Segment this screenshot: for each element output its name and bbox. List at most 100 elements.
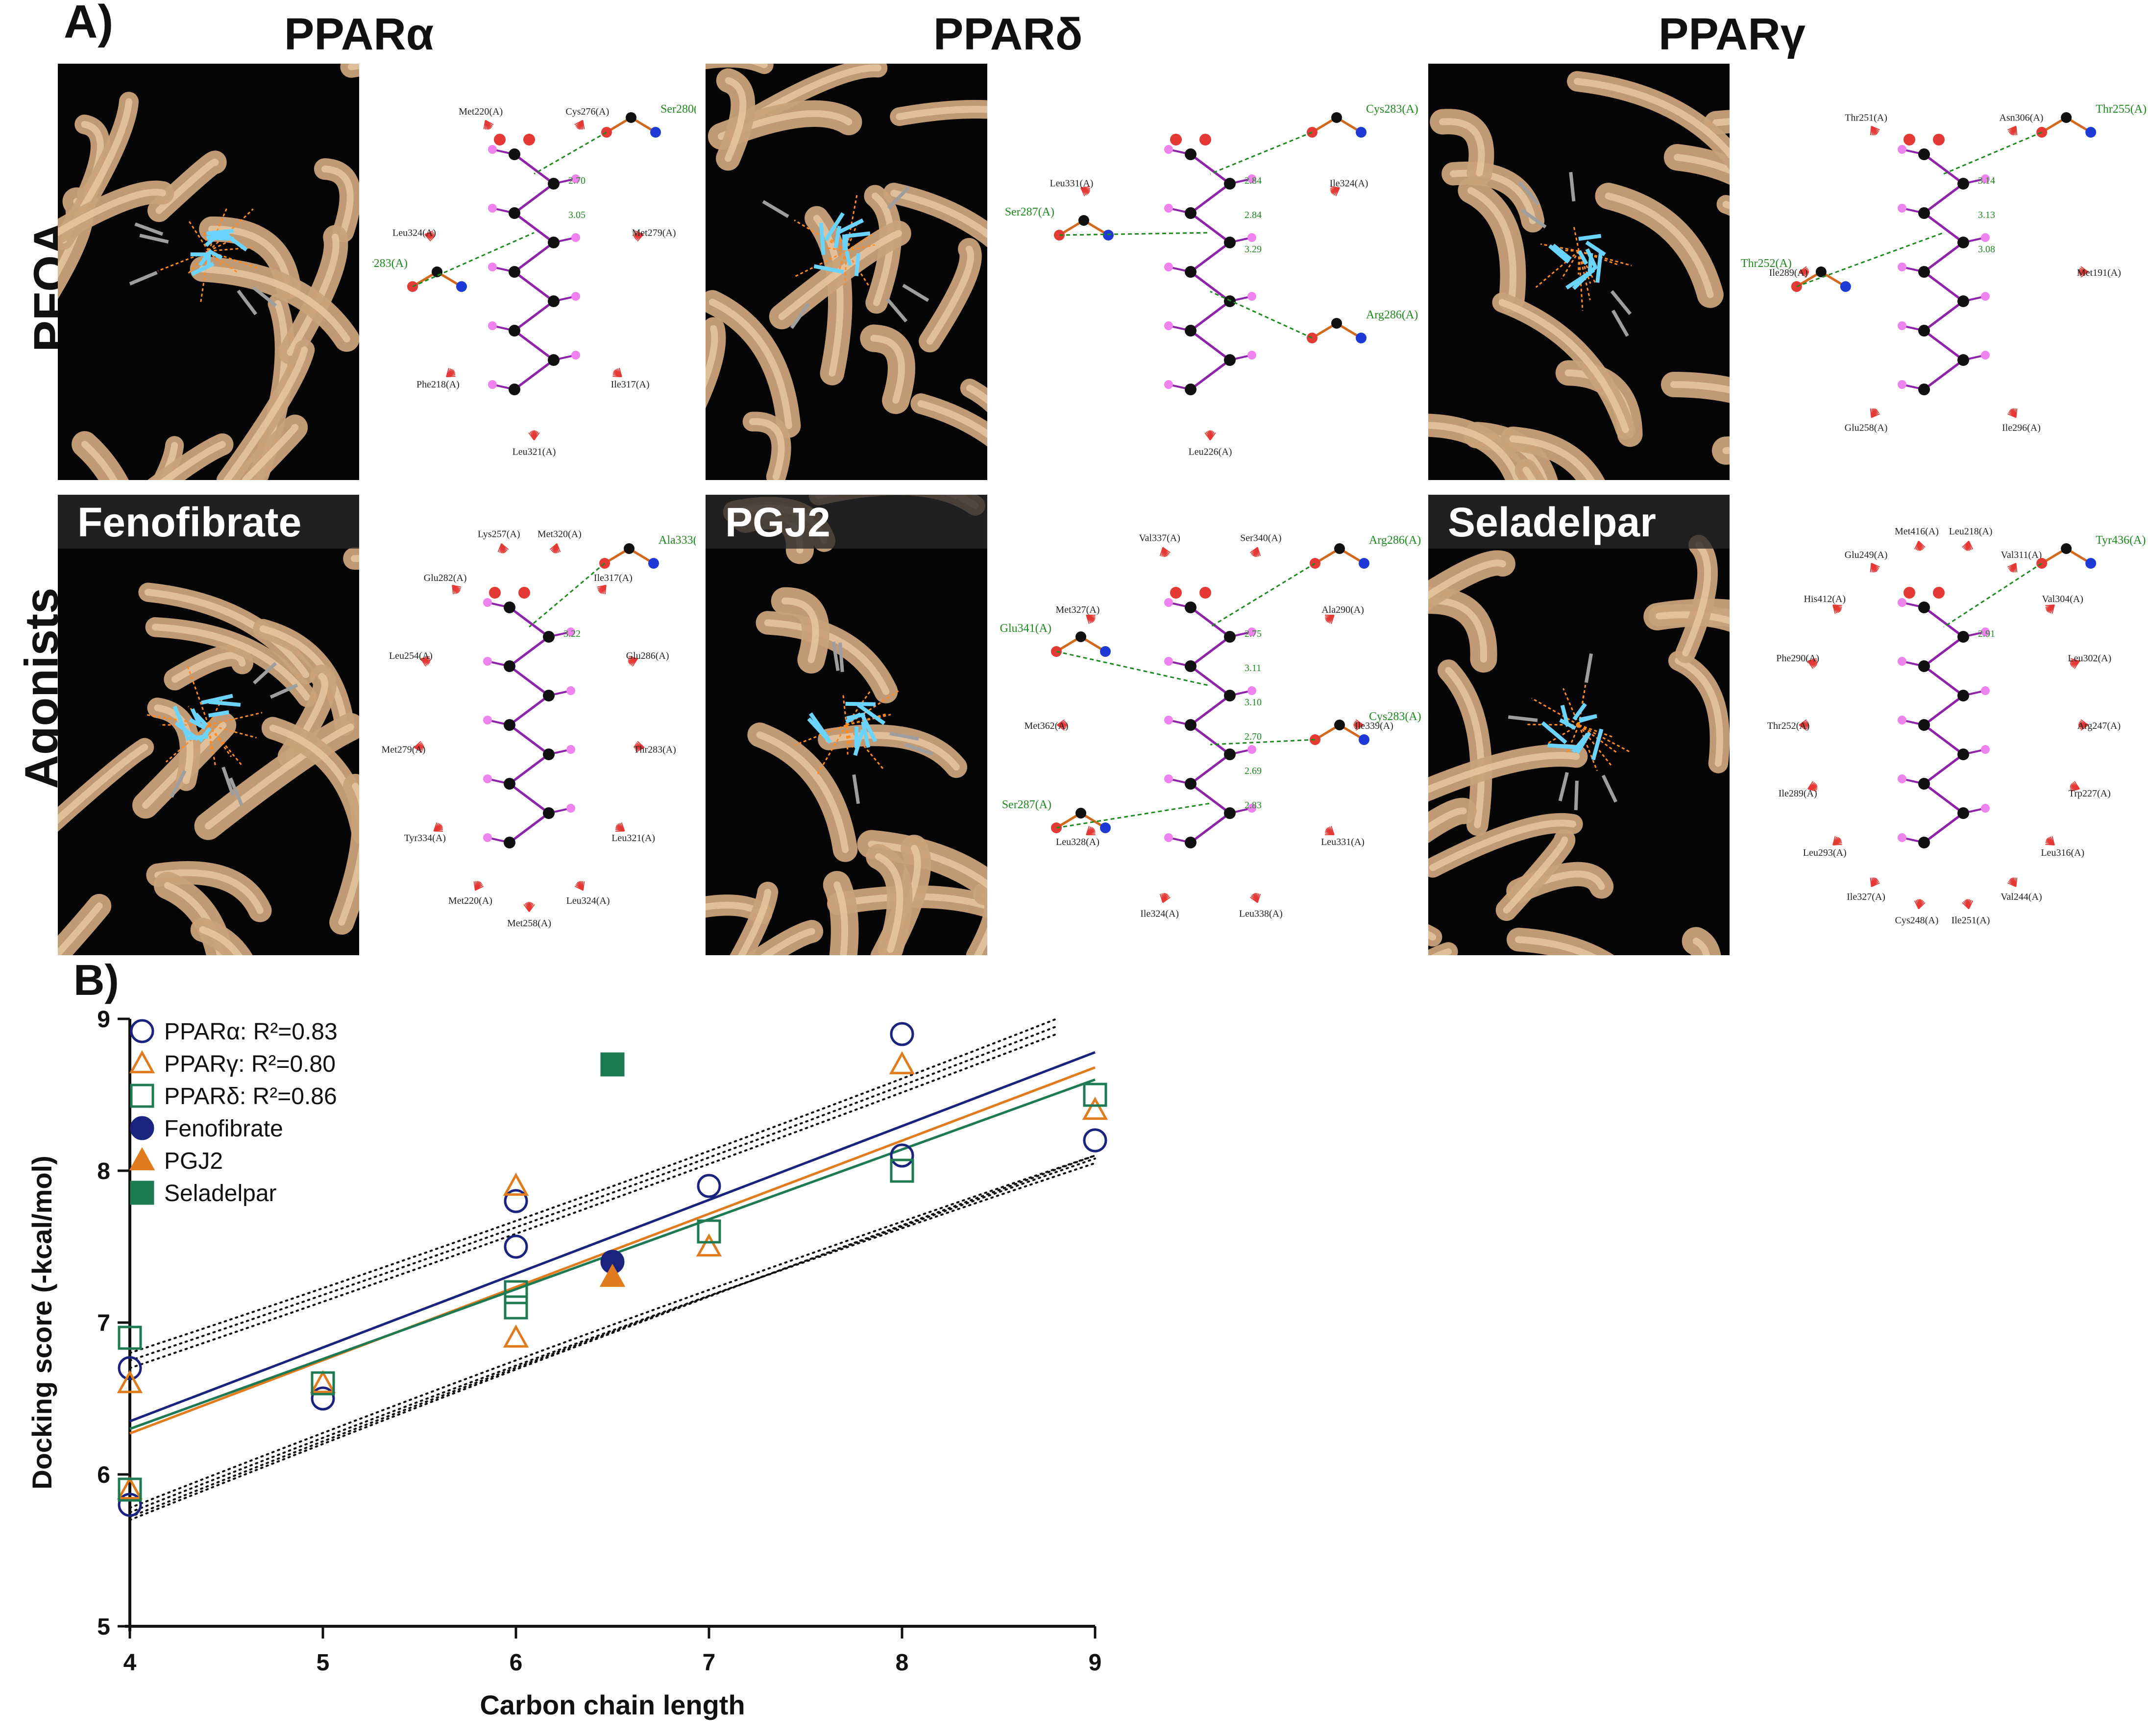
fluorine-atom xyxy=(571,233,580,242)
fluorine-atom xyxy=(1247,745,1256,754)
carbon-atom xyxy=(1957,237,1969,248)
residue-label: Leu324(A) xyxy=(392,228,436,239)
bond xyxy=(1190,636,1231,667)
ligand-stick xyxy=(857,703,886,725)
carbon-atom xyxy=(504,778,515,790)
contact-arc-tick xyxy=(556,543,561,553)
hydrophobic-contact: Ala290(A) xyxy=(1321,604,1364,624)
fluorine-atom xyxy=(1981,627,1990,636)
panel-b-label: B) xyxy=(73,956,119,1004)
legend-label: PPARα: R²=0.83 xyxy=(164,1019,338,1045)
residue-stick xyxy=(1601,774,1618,803)
bond xyxy=(1923,241,1964,273)
legend-label: PPARδ: R²=0.86 xyxy=(164,1084,337,1109)
hydrophobic-contact: Cys248(A) xyxy=(1895,899,1938,926)
legend-marker xyxy=(130,1019,154,1043)
residue-stick xyxy=(229,777,244,806)
residue-label: Leu321(A) xyxy=(611,833,655,844)
contact-line xyxy=(846,724,850,745)
hbond-line xyxy=(1210,131,1313,175)
residue-stick xyxy=(887,186,910,210)
residue-label: Met279(A) xyxy=(632,228,676,239)
helix-highlight xyxy=(338,783,359,926)
y-axis-title: Docking score (-kcal/mol) xyxy=(26,1156,57,1490)
helix-highlight xyxy=(1428,807,1467,832)
fluorine-atom xyxy=(571,174,580,183)
bond xyxy=(1923,812,1964,844)
helix-highlight xyxy=(870,335,905,404)
helix-highlight xyxy=(781,597,819,663)
contact-arc-tick xyxy=(1962,902,1969,910)
carbon-atom xyxy=(509,148,520,160)
fluorine-atom xyxy=(488,380,497,389)
residue-label: Ile324(A) xyxy=(1330,178,1368,189)
nitrogen-atom xyxy=(2085,558,2097,569)
nitrogen-atom xyxy=(2085,127,2097,138)
data-point xyxy=(311,1386,335,1411)
fluorine-atom xyxy=(571,292,580,301)
legend-marker xyxy=(130,1181,154,1205)
contact-arc-tick xyxy=(523,904,530,912)
data-point xyxy=(117,1476,143,1500)
data-point xyxy=(599,1263,626,1287)
bond xyxy=(1923,665,1964,697)
ribbon-render xyxy=(706,64,987,480)
bond xyxy=(1190,300,1231,332)
residue-stick xyxy=(269,683,298,699)
hydrophobic-contact: Ile317(A) xyxy=(594,573,633,595)
carbon-atom xyxy=(504,719,515,731)
hbond-residue-label: Ala333(A) xyxy=(659,534,696,547)
carbon-atom xyxy=(1185,384,1196,395)
helix-highlight xyxy=(890,190,987,239)
ligand-stick xyxy=(833,225,842,248)
x-tick-label: 6 xyxy=(510,1650,523,1676)
ribbon-render xyxy=(1428,534,1730,955)
contact-arc-tick xyxy=(2015,126,2018,136)
carbon-atom xyxy=(1957,295,1969,307)
helix-highlight xyxy=(1670,381,1730,394)
hydrophobic-contact: Arg247(A) xyxy=(2077,719,2121,731)
fluorine-atom xyxy=(566,686,575,695)
contact-arc-tick xyxy=(2051,604,2055,614)
structure-ppargamma-pfoa xyxy=(1428,64,1730,480)
contact-line xyxy=(837,250,847,273)
carbon-atom xyxy=(1224,748,1236,760)
ribbon-render xyxy=(58,547,359,955)
hydrophobic-contact: Leu321(A) xyxy=(611,822,655,844)
residue-label: Ile339(A) xyxy=(1355,721,1393,731)
ligand-skeleton xyxy=(1898,587,1990,848)
residue-stick xyxy=(221,766,235,796)
hbond-residue: Glu341(A) xyxy=(1000,622,1211,687)
hbond-residue-label: Ser287(A) xyxy=(1002,798,1051,811)
residue-label: Leu324(A) xyxy=(566,895,610,906)
fluorine-atom xyxy=(1164,145,1173,154)
hydrophobic-contact: Glu258(A) xyxy=(1845,408,1887,433)
hbond-residue-label: Thr283(A) xyxy=(372,257,408,270)
contact-arc-tick xyxy=(1870,877,1872,887)
contact-line xyxy=(1578,724,1612,767)
residue-label: Glu249(A) xyxy=(1845,550,1888,560)
ligand-skeleton xyxy=(1164,587,1256,848)
contact-line xyxy=(1527,723,1579,726)
helix-highlight xyxy=(1428,422,1521,480)
hbond-distance: 3.05 xyxy=(568,210,586,220)
carbon-atom xyxy=(543,748,555,760)
carbon-atom xyxy=(626,112,636,123)
hydrophobic-contact: Val244(A) xyxy=(2001,877,2042,902)
bond xyxy=(1190,241,1231,273)
bond xyxy=(513,330,555,361)
bond xyxy=(509,695,550,726)
residue-label: Asn306(A) xyxy=(1999,113,2043,123)
legend-marker xyxy=(130,1116,154,1140)
hydrophobic-contact: Val304(A) xyxy=(2042,594,2083,614)
residue-stick xyxy=(237,289,258,315)
helix-highlight xyxy=(706,325,718,388)
helix-highlight xyxy=(724,77,747,162)
residue-stick xyxy=(1574,780,1579,810)
carbon-atom xyxy=(1918,778,1930,790)
data-point xyxy=(696,1233,722,1257)
structure-pparalpha-fenofibrate: Fenofibrate xyxy=(58,495,359,955)
hydrophobic-contact: Phe290(A) xyxy=(1776,653,1819,669)
residue-stick xyxy=(129,271,158,286)
nitrogen-atom xyxy=(648,558,659,569)
